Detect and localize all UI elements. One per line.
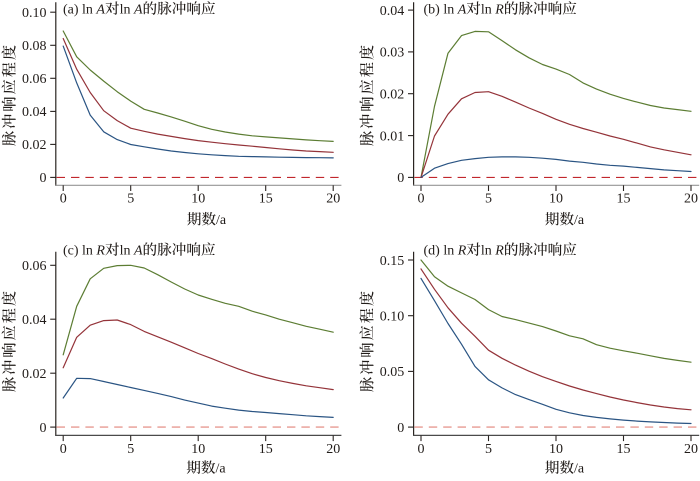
svg-text:0: 0 xyxy=(40,421,47,436)
svg-text:0.02: 0.02 xyxy=(22,138,47,153)
svg-text:A: A xyxy=(133,3,143,18)
svg-text:ln: ln xyxy=(481,3,492,18)
svg-text:20: 20 xyxy=(326,442,340,457)
svg-text:0.08: 0.08 xyxy=(22,39,47,54)
svg-text:0: 0 xyxy=(60,192,67,207)
svg-text:0.15: 0.15 xyxy=(380,254,405,269)
svg-text:20: 20 xyxy=(684,442,698,457)
svg-text:10: 10 xyxy=(549,192,563,207)
svg-text:0: 0 xyxy=(397,421,404,436)
svg-text:0: 0 xyxy=(397,171,404,186)
svg-text:0.05: 0.05 xyxy=(380,365,405,380)
svg-text:15: 15 xyxy=(259,442,273,457)
svg-text:0.06: 0.06 xyxy=(22,72,47,87)
svg-text:5: 5 xyxy=(485,442,492,457)
svg-text:ln: ln xyxy=(120,3,131,18)
svg-text:/a: /a xyxy=(574,213,585,228)
svg-text:ln: ln xyxy=(481,244,492,259)
svg-text:20: 20 xyxy=(684,192,698,207)
svg-text:5: 5 xyxy=(127,442,134,457)
svg-text:10: 10 xyxy=(191,192,205,207)
svg-text:0.10: 0.10 xyxy=(380,310,405,325)
svg-text:0: 0 xyxy=(40,171,47,186)
svg-text:10: 10 xyxy=(549,442,563,457)
svg-text:0: 0 xyxy=(418,192,425,207)
svg-text:(b) ln: (b) ln xyxy=(424,3,455,18)
svg-text:15: 15 xyxy=(617,442,631,457)
svg-text:0.02: 0.02 xyxy=(380,88,405,103)
svg-text:0.02: 0.02 xyxy=(22,367,47,382)
svg-text:0.04: 0.04 xyxy=(22,105,47,120)
svg-text:15: 15 xyxy=(617,192,631,207)
svg-text:A: A xyxy=(457,3,467,18)
svg-text:0: 0 xyxy=(418,442,425,457)
svg-text:0.10: 0.10 xyxy=(22,6,47,21)
svg-text:ln: ln xyxy=(120,244,131,259)
svg-text:15: 15 xyxy=(259,192,273,207)
svg-text:R: R xyxy=(95,244,105,259)
svg-text:0.03: 0.03 xyxy=(380,46,405,61)
svg-text:(c) ln: (c) ln xyxy=(63,244,93,259)
svg-text:5: 5 xyxy=(485,192,492,207)
svg-text:/a: /a xyxy=(216,213,227,228)
svg-text:/a: /a xyxy=(216,462,227,476)
svg-text:0.06: 0.06 xyxy=(22,259,47,274)
svg-text:0: 0 xyxy=(60,442,67,457)
svg-text:5: 5 xyxy=(127,192,134,207)
svg-text:10: 10 xyxy=(191,442,205,457)
svg-text:/a: /a xyxy=(574,462,585,476)
svg-text:A: A xyxy=(133,244,143,259)
svg-text:0.04: 0.04 xyxy=(22,313,47,328)
svg-text:R: R xyxy=(494,244,504,259)
svg-text:(a) ln: (a) ln xyxy=(63,3,93,18)
svg-text:0.01: 0.01 xyxy=(380,129,405,144)
svg-text:0.04: 0.04 xyxy=(380,4,405,19)
svg-text:20: 20 xyxy=(326,192,340,207)
svg-text:A: A xyxy=(95,3,105,18)
svg-text:R: R xyxy=(494,3,504,18)
svg-text:(d) ln: (d) ln xyxy=(424,244,455,259)
svg-text:R: R xyxy=(457,244,467,259)
